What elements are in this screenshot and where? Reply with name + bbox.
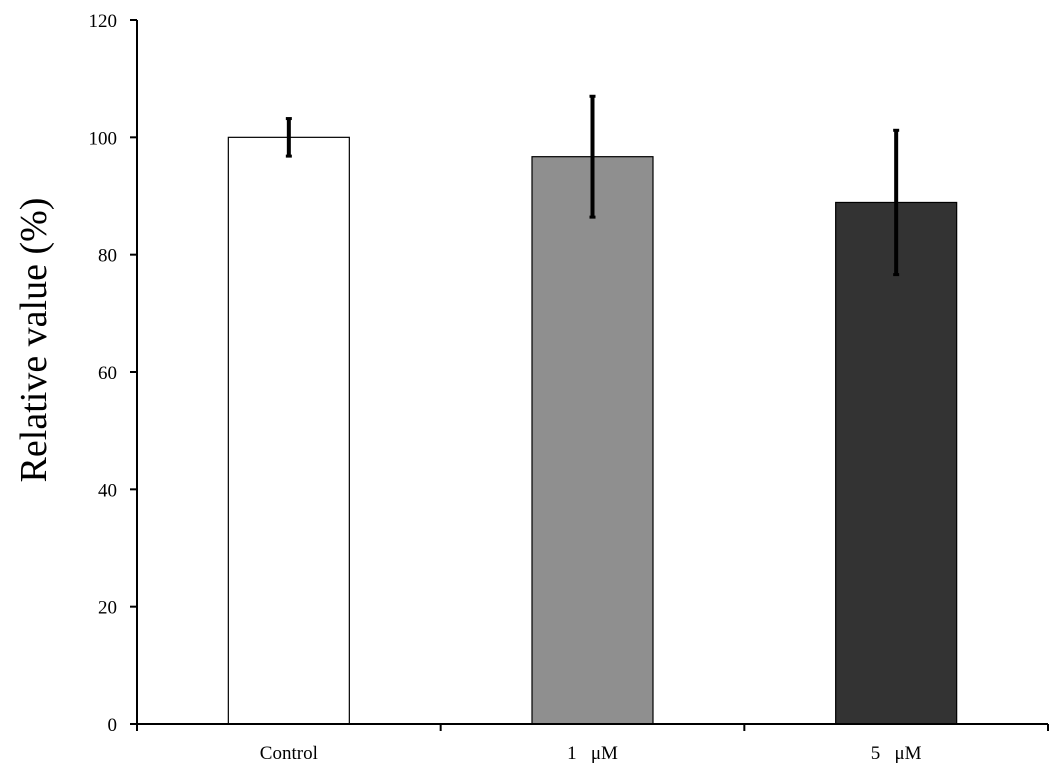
bar [227, 136, 350, 725]
y-tick-label: 60 [98, 363, 117, 384]
x-category-label: Control [260, 743, 318, 764]
x-category-label: 5 μM [871, 743, 922, 764]
error-bars [285, 94, 900, 277]
y-tick-label: 0 [108, 715, 118, 736]
bar [531, 156, 654, 725]
x-category-label: 1 μM [567, 743, 618, 764]
x-axis-ticks [136, 724, 1049, 731]
x-axis-labels: Control 1 μM 5 μM [260, 743, 922, 764]
y-axis-ticks: 0 20 40 60 80 100 120 [89, 11, 137, 736]
bar [835, 201, 958, 725]
y-axis-title: Relative value (%) [13, 198, 55, 483]
y-tick-label: 120 [89, 11, 118, 32]
y-tick-label: 20 [98, 598, 117, 619]
y-tick-label: 100 [89, 128, 118, 149]
y-tick-label: 40 [98, 480, 117, 501]
bars [227, 136, 958, 725]
y-tick-label: 80 [98, 246, 117, 267]
